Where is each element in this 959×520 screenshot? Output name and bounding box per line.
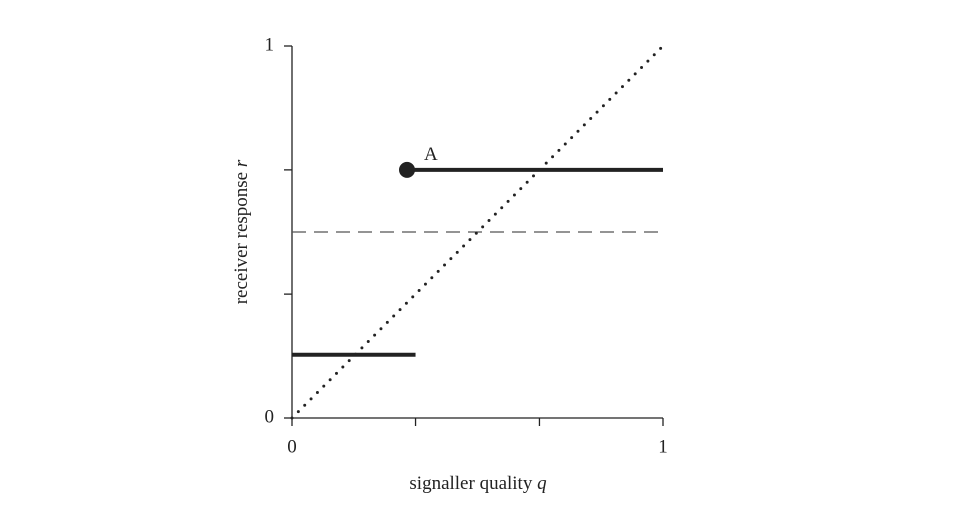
y-tick-label: 1 [265, 34, 275, 55]
y-axis-label: receiver response r [231, 159, 252, 304]
y-axis-label-variable: r [231, 159, 252, 167]
x-tick-label: 1 [658, 436, 668, 457]
x-axis-label-text: signaller quality [409, 473, 532, 494]
y-axis-label-text: receiver response [231, 172, 252, 304]
y-tick-label: 0 [265, 406, 275, 427]
x-axis-label: signaller quality q [409, 473, 547, 494]
annotation: A [424, 144, 438, 165]
x-tick-label: 0 [287, 436, 297, 457]
point-marker [399, 161, 416, 178]
x-axis-label-variable: q [537, 473, 547, 494]
